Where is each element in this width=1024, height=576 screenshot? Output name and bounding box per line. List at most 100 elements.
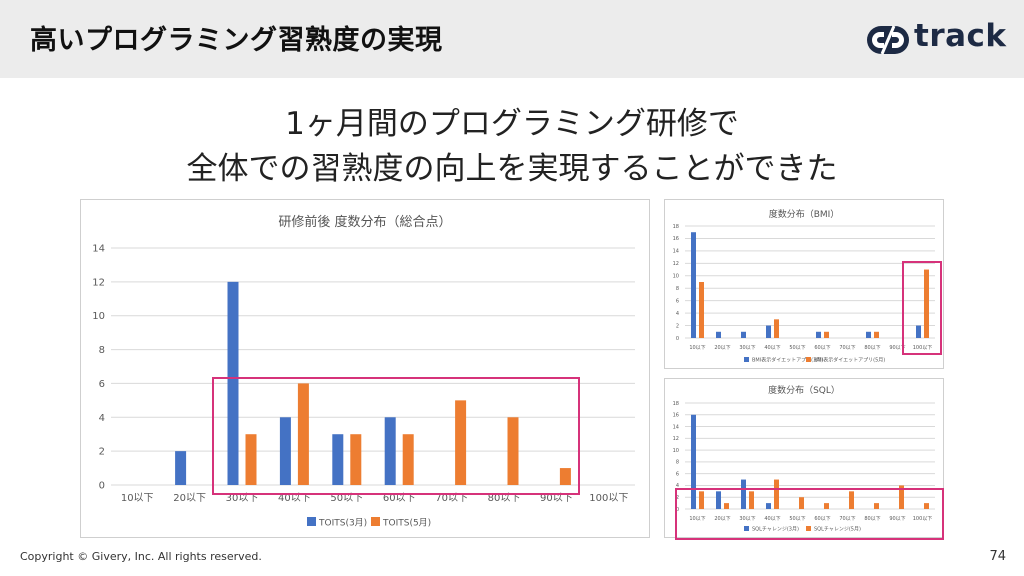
- bar-after: [824, 331, 829, 338]
- highlight-box-total: [212, 377, 580, 495]
- y-tick-label: 16: [673, 413, 679, 419]
- bar-after: [774, 479, 779, 509]
- track-logo: track: [866, 18, 1007, 60]
- bar-after: [874, 331, 879, 338]
- y-tick-label: 0: [676, 336, 679, 342]
- x-tick-label: 60以下: [814, 516, 830, 522]
- bar-after: [559, 468, 571, 485]
- bar-before: [691, 232, 696, 338]
- legend-swatch: [744, 526, 749, 531]
- legend-label: BMI表示ダイエットアプリ(3月): [752, 357, 823, 364]
- y-tick-label: 16: [673, 236, 679, 242]
- y-tick-label: 4: [676, 311, 679, 317]
- bar-after: [699, 282, 704, 338]
- chart-title: 度数分布（SQL）: [768, 384, 840, 396]
- y-tick-label: 8: [99, 345, 105, 356]
- y-tick-label: 2: [99, 447, 105, 458]
- track-logo-icon: [867, 25, 909, 55]
- x-tick-label: 20以下: [173, 493, 206, 504]
- x-tick-label: 10以下: [689, 345, 705, 351]
- x-tick-label: 20以下: [714, 345, 730, 351]
- chart-bmi-svg: 度数分布（BMI） 0 2 4 6 8 10 12 14 16 18 10以下 20以下 30以下 40以下…: [673, 208, 935, 364]
- bar-after: [874, 503, 879, 509]
- chart-sql-svg: 度数分布（SQL） 0 2 4 6 8 10 12 14 16 18 10以下 20以下 30以下 40以下…: [673, 384, 935, 533]
- y-tick-label: 14: [673, 249, 679, 255]
- highlight-box-sql: [675, 488, 944, 540]
- legend-swatch: [307, 517, 316, 526]
- x-tick-label: 70以下: [839, 516, 855, 522]
- y-tick-label: 2: [676, 323, 679, 329]
- chart-total-score: 研修前後 度数分布（総合点） 0 2 4 6 8 10 12 14 10以下 20以下 30以下 40以…: [80, 199, 650, 538]
- bar-before: [816, 331, 821, 338]
- bar-after: [899, 485, 904, 509]
- legend-swatch: [744, 357, 749, 362]
- x-tick-label: 90以下: [889, 516, 905, 522]
- track-logo-text: track: [914, 18, 1007, 54]
- bar-before: [691, 414, 696, 509]
- page-number: 74: [989, 549, 1006, 564]
- bar-after: [245, 434, 257, 485]
- legend-label: TOITS(3月): [318, 518, 367, 529]
- y-tick-label: 18: [673, 224, 679, 230]
- y-tick-label: 12: [673, 261, 679, 267]
- y-tick-label: 10: [673, 274, 679, 280]
- y-tick-label: 8: [676, 286, 679, 292]
- x-tick-label: 40以下: [764, 345, 780, 351]
- copyright-text: Copyright © Givery, Inc. All rights rese…: [20, 550, 262, 563]
- x-tick-label: 50以下: [789, 516, 805, 522]
- y-tick-label: 6: [676, 471, 679, 477]
- bar-before: [866, 331, 871, 338]
- bar-before: [384, 417, 396, 485]
- x-tick-label: 30以下: [226, 493, 259, 504]
- bar-before: [916, 325, 921, 338]
- y-tick-label: 18: [673, 401, 679, 407]
- bar-before: [227, 281, 239, 485]
- bar-before: [332, 434, 344, 485]
- x-tick-label: 40以下: [764, 516, 780, 522]
- x-tick-label: 100以下: [589, 493, 628, 504]
- bar-before: [766, 503, 771, 509]
- bar-after: [724, 503, 729, 509]
- chart-total-score-svg: 研修前後 度数分布（総合点） 0 2 4 6 8 10 12 14 10以下 20以下 30以下 40以…: [92, 214, 635, 529]
- legend-label: TOITS(5月): [382, 518, 431, 529]
- bar-before: [716, 491, 721, 509]
- x-tick-label: 90以下: [889, 345, 905, 351]
- y-tick-label: 10: [673, 448, 679, 454]
- y-tick-label: 10: [92, 311, 105, 322]
- chart-sql: 度数分布（SQL） 0 2 4 6 8 10 12 14 16 18 10以下 20以下 30以下 40以下…: [664, 378, 944, 538]
- x-tick-label: 100以下: [913, 345, 933, 351]
- headline-line-2: 全体での習熟度の向上を実現することができた: [186, 151, 838, 187]
- chart-title: 研修前後 度数分布（総合点）: [278, 214, 451, 230]
- chart-bmi: 度数分布（BMI） 0 2 4 6 8 10 12 14 16 18 10以下 20以下 30以下 40以下…: [664, 199, 944, 369]
- x-tick-label: 70以下: [839, 345, 855, 351]
- y-tick-label: 8: [676, 460, 679, 466]
- legend-label: SQLチャレンジ(3月): [752, 527, 799, 533]
- bar-after: [799, 497, 804, 509]
- y-tick-label: 6: [676, 298, 679, 304]
- y-tick-label: 12: [673, 436, 679, 442]
- bar-after: [924, 269, 929, 338]
- bar-after: [455, 400, 467, 485]
- bar-after: [824, 503, 829, 509]
- x-tick-label: 60以下: [814, 345, 830, 351]
- x-tick-label: 80以下: [864, 516, 880, 522]
- x-tick-label: 50以下: [789, 345, 805, 351]
- bar-after: [924, 503, 929, 509]
- bar-before: [279, 417, 291, 485]
- y-tick-label: 0: [676, 507, 679, 513]
- bar-before: [741, 331, 746, 338]
- bar-before: [741, 479, 746, 509]
- bar-after: [749, 491, 754, 509]
- chart-title: 度数分布（BMI）: [769, 208, 840, 220]
- bar-before: [175, 451, 187, 485]
- y-tick-label: 4: [676, 483, 679, 489]
- bar-after: [507, 417, 519, 485]
- y-tick-label: 2: [676, 495, 679, 501]
- x-tick-label: 90以下: [540, 493, 573, 504]
- y-tick-label: 14: [92, 244, 105, 255]
- legend-swatch: [806, 526, 811, 531]
- header-bar: 高いプログラミング習熟度の実現 track: [0, 0, 1024, 78]
- x-tick-label: 20以下: [714, 516, 730, 522]
- bar-after: [699, 491, 704, 509]
- y-tick-label: 14: [673, 424, 679, 430]
